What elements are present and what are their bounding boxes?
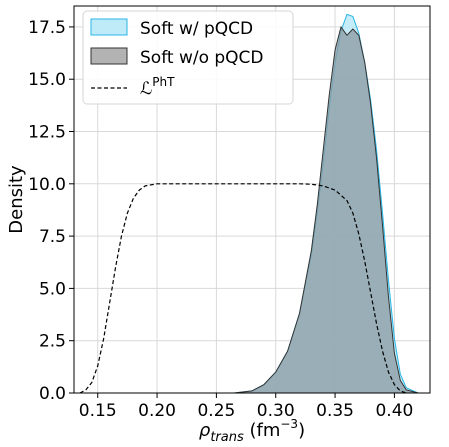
x-tick-label: 0.40: [375, 401, 413, 421]
x-tick-label: 0.15: [79, 401, 117, 421]
y-tick-label: 5.0: [39, 279, 66, 299]
x-axis-label-unit: (fm: [244, 420, 281, 441]
y-tick-label: 12.5: [28, 123, 66, 143]
x-axis-label-subscript: trans: [210, 430, 244, 445]
x-axis-label-symbol: ρ: [199, 420, 211, 441]
legend-label-pht-superscript: PhT: [152, 75, 175, 89]
legend-label-pht: ℒPhT: [140, 75, 175, 99]
legend-label-soft-with-pqcd: Soft w/ pQCD: [140, 19, 253, 39]
x-tick-label: 0.20: [138, 401, 176, 421]
legend-swatch-soft-with-pqcd: [90, 18, 128, 36]
x-tick-label: 0.35: [316, 401, 354, 421]
y-tick-label: 2.5: [39, 332, 66, 352]
x-axis-label-exponent: −3: [280, 417, 298, 431]
x-axis-label-close: ): [298, 420, 305, 441]
y-axis-label: Density: [6, 165, 27, 234]
legend-label-pht-symbol: ℒ: [140, 79, 152, 99]
legend: Soft w/ pQCD Soft w/o pQCD ℒPhT: [82, 10, 294, 105]
series-layer: [79, 13, 419, 394]
x-tick-label: 0.30: [257, 401, 295, 421]
x-axis-label: ρtrans (fm−3): [199, 417, 305, 445]
legend-label-soft-without-pqcd: Soft w/o pQCD: [140, 48, 264, 68]
y-tick-label: 0.0: [39, 384, 66, 404]
axis-ticks: 0.15 0.20 0.25 0.30 0.35 0.40 0.0 2.5 5.0 7.5 10.0…: [28, 18, 413, 421]
x-tick-label: 0.25: [197, 401, 235, 421]
legend-box: [82, 10, 294, 105]
plot-area-frame: [73, 5, 431, 394]
y-tick-label: 7.5: [39, 227, 66, 247]
y-tick-label: 17.5: [28, 18, 66, 38]
y-tick-label: 15.0: [28, 70, 66, 90]
legend-swatch-soft-without-pqcd: [90, 47, 128, 65]
y-tick-label: 10.0: [28, 175, 66, 195]
